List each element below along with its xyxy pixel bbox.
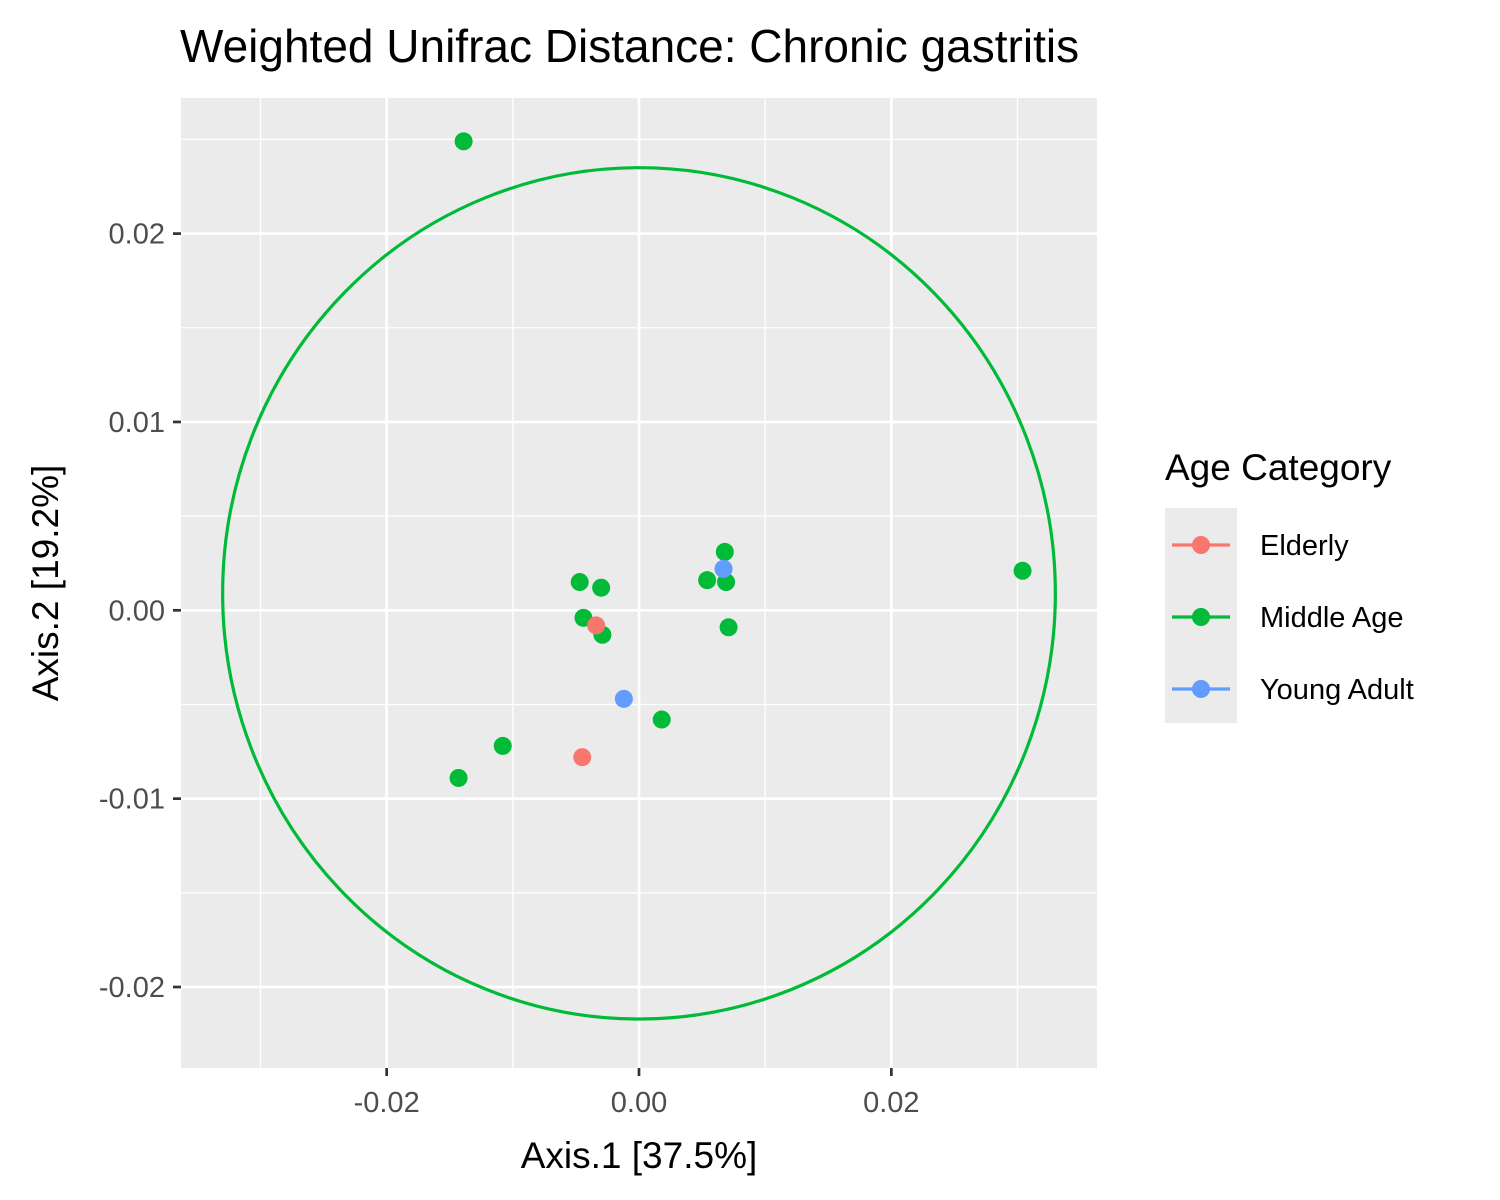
point-middle-age bbox=[454, 132, 473, 151]
x-axis: -0.02 0.00 0.02 bbox=[354, 1068, 920, 1119]
y-tick-label: -0.01 bbox=[99, 784, 165, 816]
y-tick-label: 0.02 bbox=[109, 219, 165, 251]
y-tick-label: 0.01 bbox=[109, 407, 165, 439]
legend-label-elderly: Elderly bbox=[1260, 530, 1349, 562]
legend-label-young-adult: Young Adult bbox=[1260, 674, 1414, 706]
point-middle-age bbox=[1013, 561, 1032, 580]
legend-label-middle-age: Middle Age bbox=[1260, 602, 1404, 634]
legend: Age Category Elderly Middle Age Young Adul… bbox=[1165, 447, 1414, 723]
point-young-adult bbox=[714, 559, 733, 578]
ellipses bbox=[221, 166, 1057, 1021]
legend-key-point-young-adult bbox=[1192, 680, 1210, 698]
data-points bbox=[449, 132, 1032, 787]
y-tick-label: -0.02 bbox=[99, 972, 165, 1004]
point-young-adult bbox=[614, 689, 633, 708]
x-tick-label: -0.02 bbox=[354, 1087, 420, 1119]
y-axis: -0.02 -0.01 0.00 0.01 0.02 bbox=[99, 219, 181, 1004]
legend-key-point-middle-age bbox=[1192, 608, 1210, 626]
point-middle-age bbox=[449, 768, 468, 787]
point-middle-age bbox=[719, 618, 738, 637]
point-elderly bbox=[587, 616, 606, 635]
y-tick-label: 0.00 bbox=[109, 595, 165, 627]
y-axis-title: Axis.2 [19.2%] bbox=[25, 465, 66, 702]
legend-key-point-elderly bbox=[1192, 536, 1210, 554]
x-tick-label: 0.02 bbox=[863, 1087, 919, 1119]
point-middle-age bbox=[715, 542, 734, 561]
x-axis-title: Axis.1 [37.5%] bbox=[521, 1135, 758, 1176]
chart-title: Weighted Unifrac Distance: Chronic gastr… bbox=[180, 20, 1079, 72]
grid-major bbox=[181, 98, 1097, 1068]
legend-title: Age Category bbox=[1165, 447, 1392, 488]
point-elderly bbox=[573, 748, 592, 767]
point-middle-age bbox=[493, 736, 512, 755]
point-middle-age bbox=[592, 578, 611, 597]
ellipse-middle-age bbox=[221, 166, 1057, 1021]
x-tick-label: 0.00 bbox=[611, 1087, 667, 1119]
point-middle-age bbox=[698, 571, 717, 590]
point-middle-age bbox=[570, 573, 589, 592]
legend-entries: Elderly Middle Age Young Adult bbox=[1172, 530, 1414, 706]
point-middle-age bbox=[652, 710, 671, 729]
